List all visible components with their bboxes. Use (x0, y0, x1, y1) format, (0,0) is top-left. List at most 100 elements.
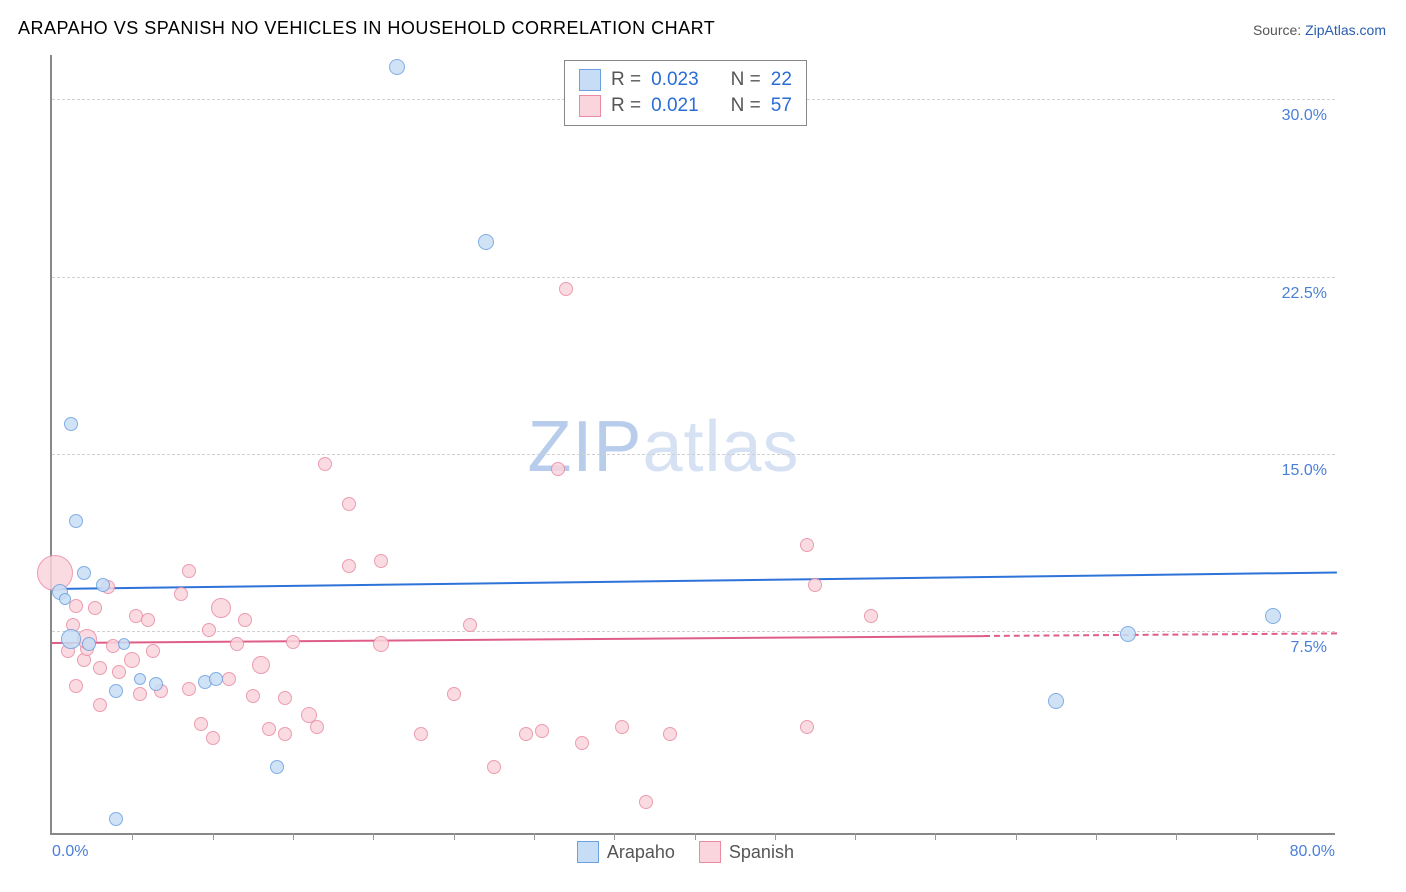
legend-swatch (699, 841, 721, 863)
legend-swatch (579, 95, 601, 117)
x-tick-mark (454, 833, 455, 840)
regression-line (52, 635, 984, 644)
data-point (270, 760, 284, 774)
x-tick-mark (132, 833, 133, 840)
data-point (77, 653, 91, 667)
watermark-light: atlas (642, 407, 799, 487)
data-point (342, 497, 356, 511)
data-point (133, 687, 147, 701)
x-tick-mark (213, 833, 214, 840)
series-legend: Arapaho Spanish (577, 841, 794, 863)
r-label: R = (611, 95, 641, 117)
data-point (414, 727, 428, 741)
data-point (389, 59, 405, 75)
data-point (252, 656, 270, 674)
data-point (134, 673, 146, 685)
r-value: 0.021 (651, 95, 699, 117)
stats-legend-row: R = 0.023N = 22 (579, 67, 792, 93)
watermark: ZIPatlas (527, 406, 799, 488)
data-point (864, 609, 878, 623)
data-point (88, 601, 102, 615)
legend-swatch (579, 69, 601, 91)
data-point (109, 684, 123, 698)
data-point (1265, 608, 1281, 624)
data-point (109, 812, 123, 826)
data-point (808, 578, 822, 592)
x-tick-mark (534, 833, 535, 840)
r-label: R = (611, 69, 641, 91)
x-tick-mark (1257, 833, 1258, 840)
y-tick-label: 15.0% (1282, 462, 1327, 480)
data-point (1048, 693, 1064, 709)
y-tick-label: 7.5% (1291, 639, 1327, 657)
n-value: 22 (771, 69, 792, 91)
data-point (93, 698, 107, 712)
data-point (141, 613, 155, 627)
series-label: Spanish (729, 842, 794, 863)
data-point (262, 722, 276, 736)
data-point (342, 559, 356, 573)
data-point (238, 613, 252, 627)
regression-line (984, 632, 1337, 637)
watermark-bold: ZIP (527, 407, 642, 487)
data-point (59, 593, 71, 605)
data-point (82, 637, 96, 651)
x-tick-mark (1016, 833, 1017, 840)
n-label: N = (731, 95, 761, 117)
data-point (61, 629, 81, 649)
data-point (69, 599, 83, 613)
chart-container: ARAPAHO VS SPANISH NO VEHICLES IN HOUSEH… (0, 0, 1406, 892)
y-tick-label: 30.0% (1282, 107, 1327, 125)
data-point (663, 727, 677, 741)
data-point (310, 720, 324, 734)
data-point (194, 717, 208, 731)
x-tick-mark (614, 833, 615, 840)
gridline-h (52, 454, 1335, 455)
x-tick-label: 0.0% (52, 843, 88, 861)
data-point (64, 417, 78, 431)
data-point (246, 689, 260, 703)
data-point (206, 731, 220, 745)
x-tick-mark (855, 833, 856, 840)
data-point (69, 514, 83, 528)
gridline-h (52, 277, 1335, 278)
data-point (77, 566, 91, 580)
gridline-h (52, 631, 1335, 632)
data-point (487, 760, 501, 774)
data-point (1120, 626, 1136, 642)
data-point (559, 282, 573, 296)
data-point (182, 682, 196, 696)
stats-legend-row: R = 0.021 N = 57 (579, 93, 792, 119)
data-point (69, 679, 83, 693)
data-point (615, 720, 629, 734)
data-point (575, 736, 589, 750)
data-point (478, 234, 494, 250)
stats-legend: R = 0.023N = 22R = 0.021 N = 57 (564, 60, 807, 126)
regression-line (52, 571, 1337, 590)
data-point (639, 795, 653, 809)
data-point (96, 578, 110, 592)
data-point (535, 724, 549, 738)
data-point (286, 635, 300, 649)
series-legend-item: Arapaho (577, 841, 675, 863)
n-value: 57 (771, 95, 792, 117)
data-point (202, 623, 216, 637)
data-point (230, 637, 244, 651)
data-point (93, 661, 107, 675)
data-point (447, 687, 461, 701)
source-value: ZipAtlas.com (1305, 22, 1386, 38)
data-point (174, 587, 188, 601)
series-legend-item: Spanish (699, 841, 794, 863)
legend-swatch (577, 841, 599, 863)
data-point (146, 644, 160, 658)
x-tick-mark (775, 833, 776, 840)
data-point (118, 638, 130, 650)
source-attribution: Source: ZipAtlas.com (1253, 22, 1386, 38)
x-tick-mark (695, 833, 696, 840)
source-label: Source: (1253, 22, 1305, 38)
data-point (149, 677, 163, 691)
data-point (278, 727, 292, 741)
data-point (551, 462, 565, 476)
data-point (278, 691, 292, 705)
data-point (800, 720, 814, 734)
